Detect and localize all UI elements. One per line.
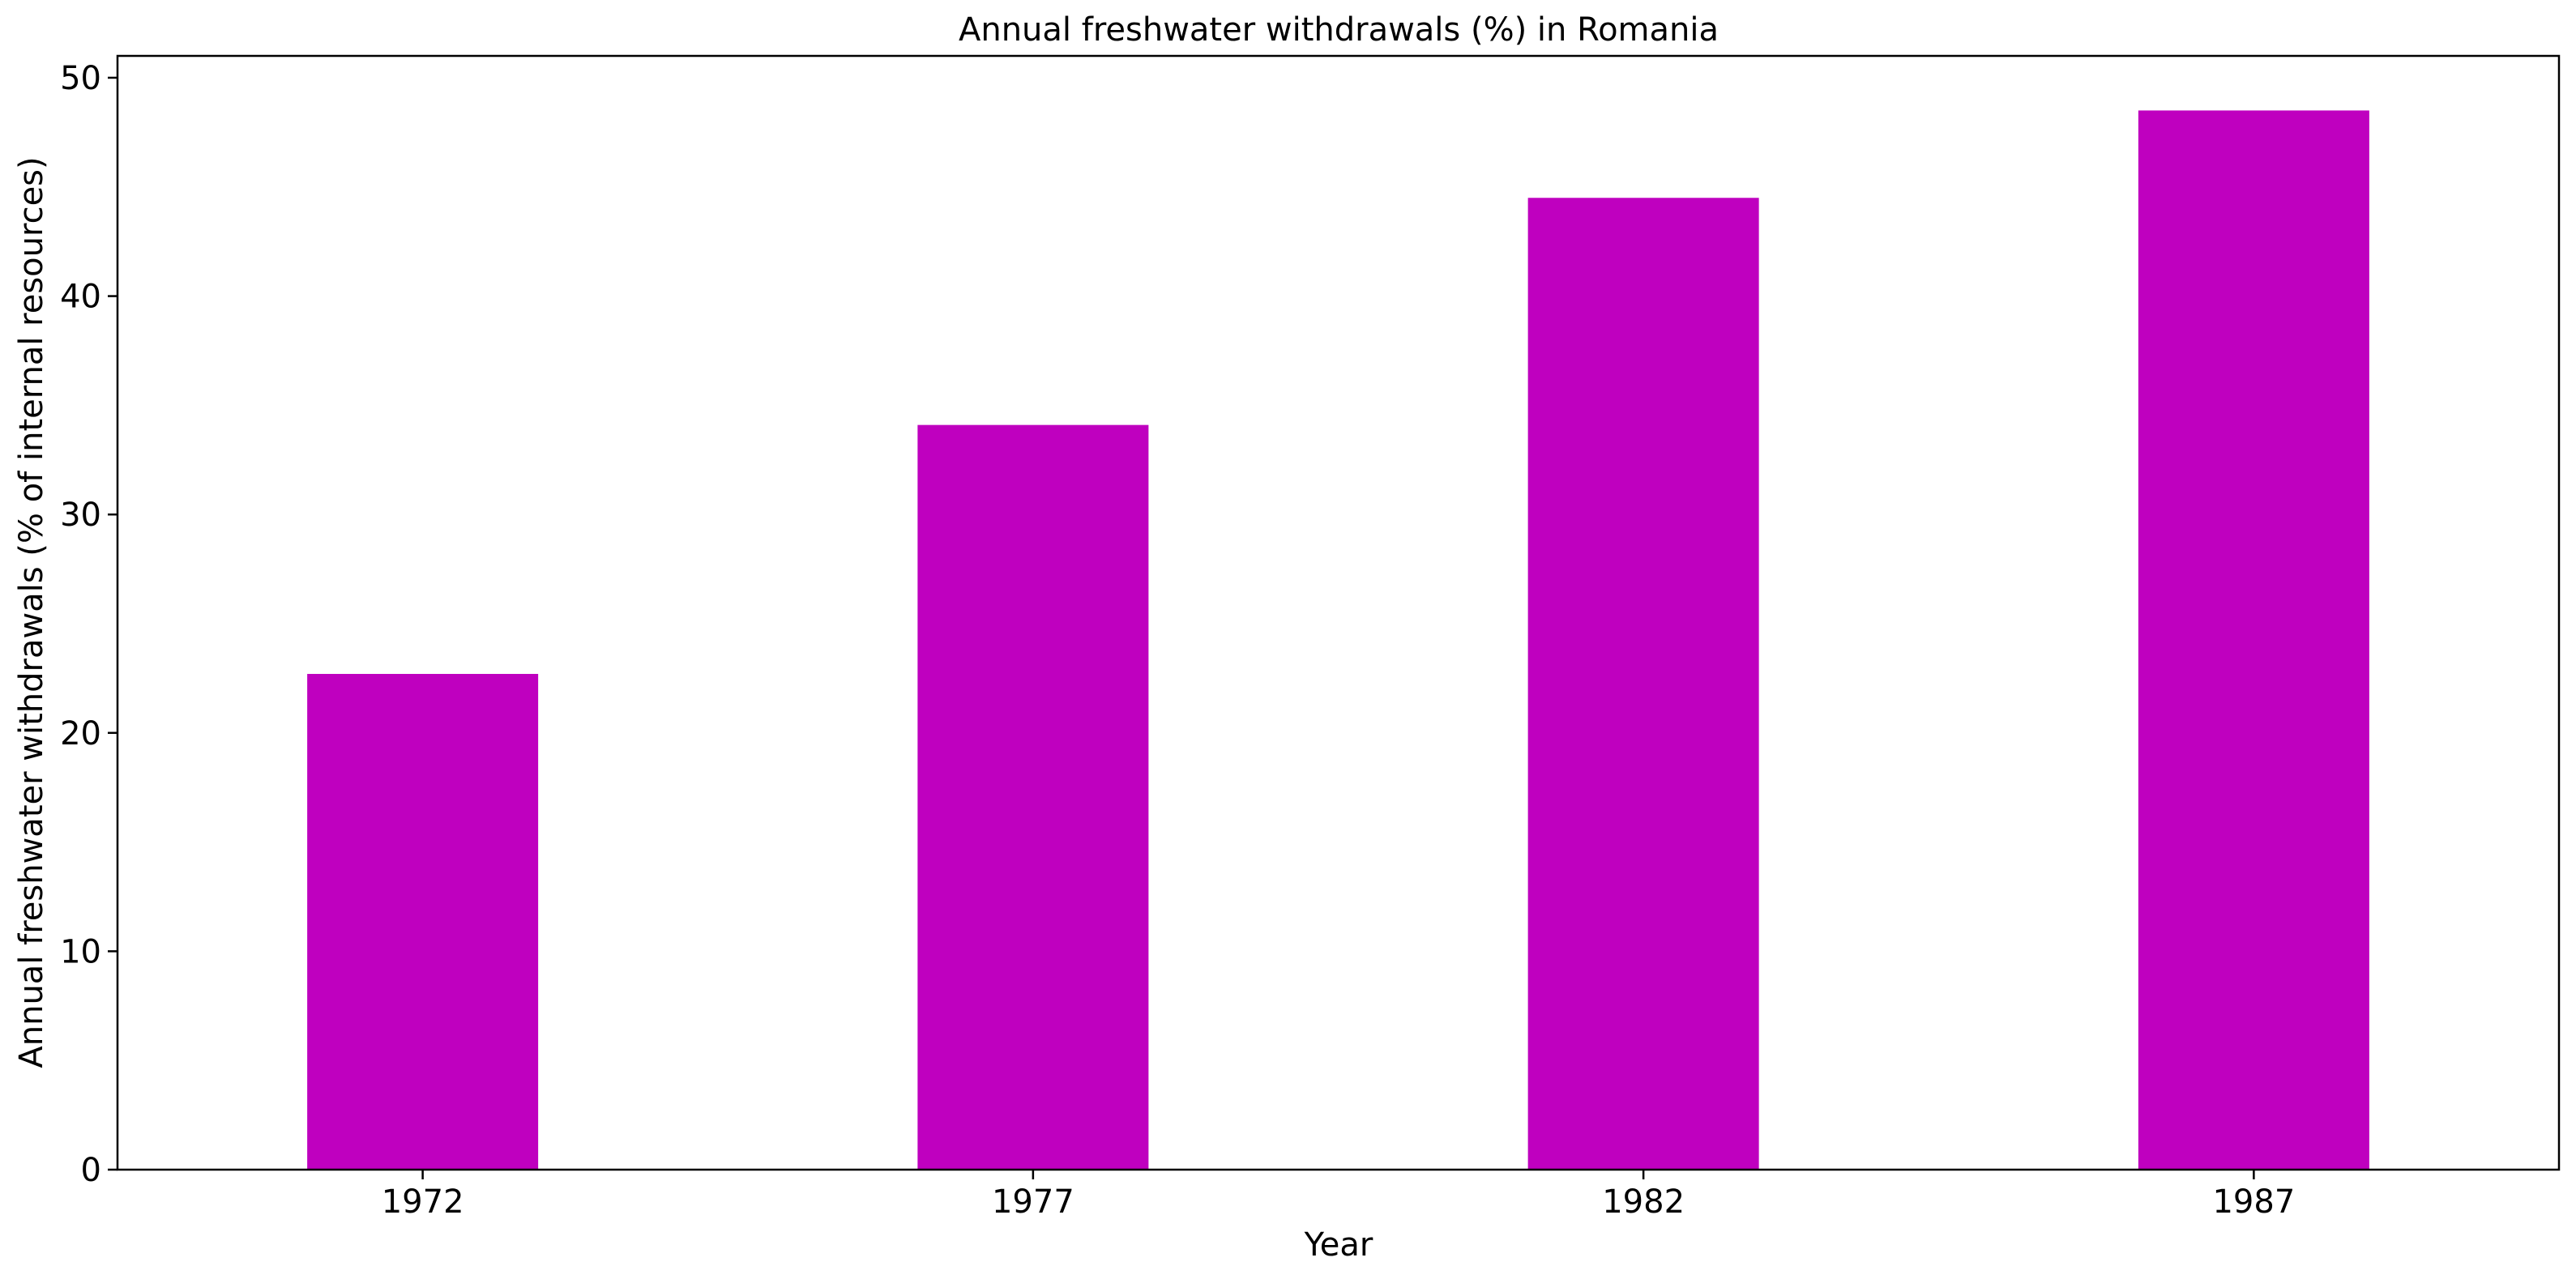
- x-axis: 1972 1977 1982 1987: [382, 1170, 2295, 1221]
- x-axis-label: Year: [1304, 1226, 1373, 1264]
- bar-1972: [307, 673, 539, 1170]
- bar-1982: [1527, 198, 1759, 1170]
- y-axis: 0 10 20 30 40 50: [60, 60, 117, 1189]
- x-tick-label-1972: 1972: [382, 1183, 464, 1221]
- plot-area-frame: [116, 54, 2561, 1171]
- y-tick-label-10: 10: [60, 933, 101, 970]
- x-tick-label-1982: 1982: [1602, 1183, 1685, 1221]
- y-tick-label-30: 30: [60, 497, 101, 534]
- x-tick-label-1987: 1987: [2212, 1183, 2295, 1221]
- bar-1987: [2138, 110, 2369, 1170]
- x-tick-label-1977: 1977: [992, 1183, 1074, 1221]
- y-tick-label-0: 0: [81, 1152, 101, 1189]
- y-tick-label-20: 20: [60, 715, 101, 752]
- bars-layer: [307, 110, 2369, 1170]
- y-tick-label-50: 50: [60, 60, 101, 97]
- y-tick-label-40: 40: [60, 279, 101, 316]
- y-axis-label: Annual freshwater withdrawals (% of inte…: [13, 156, 50, 1068]
- bar-1977: [917, 424, 1149, 1170]
- chart-title: Annual freshwater withdrawals (%) in Rom…: [959, 11, 1719, 49]
